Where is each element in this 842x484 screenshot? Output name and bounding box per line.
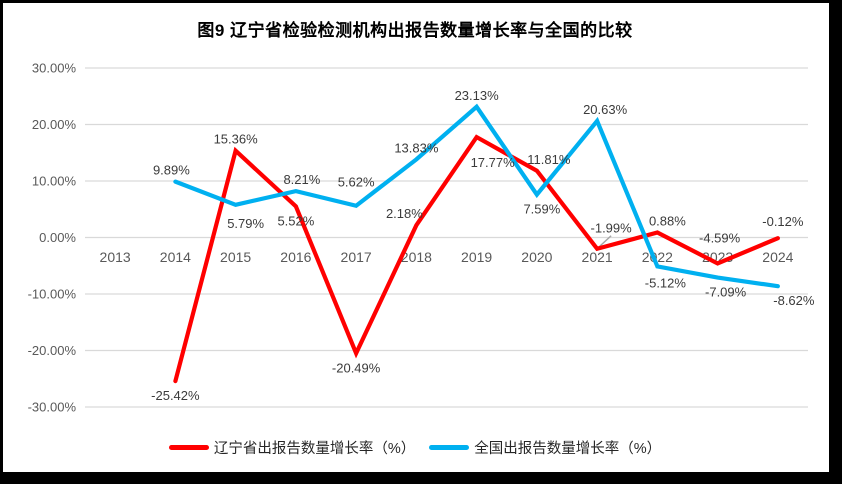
series-line-0 bbox=[173, 134, 780, 384]
legend-item-0: 辽宁省出报告数量增长率（%） bbox=[168, 437, 416, 458]
data-label: 8.21% bbox=[283, 172, 320, 187]
x-axis-year-label: 2019 bbox=[461, 249, 492, 265]
data-label: -0.12% bbox=[762, 214, 804, 229]
legend-item-1: 全国出报告数量增长率（%） bbox=[429, 437, 661, 458]
data-label: 15.36% bbox=[214, 132, 259, 147]
data-label: 9.89% bbox=[153, 163, 190, 178]
legend-label: 全国出报告数量增长率（%） bbox=[474, 441, 662, 457]
data-label: -25.42% bbox=[151, 388, 200, 403]
x-axis-year-label: 2021 bbox=[582, 249, 613, 265]
data-label: -7.09% bbox=[705, 285, 747, 300]
x-axis-year-label: 2016 bbox=[280, 249, 311, 265]
data-label: 5.52% bbox=[277, 213, 314, 228]
x-axis-year-label: 2015 bbox=[220, 249, 251, 265]
x-axis-year-label: 2020 bbox=[521, 249, 552, 265]
data-label: 23.13% bbox=[455, 88, 500, 103]
y-axis-tick-label: -20.00% bbox=[28, 343, 77, 358]
data-label: -8.62% bbox=[773, 293, 815, 308]
data-label: 17.77% bbox=[471, 155, 516, 170]
y-axis-tick-label: 30.00% bbox=[32, 61, 77, 76]
x-axis-year-label: 2013 bbox=[100, 249, 131, 265]
y-axis-tick-label: -30.00% bbox=[28, 400, 77, 415]
data-label: -5.12% bbox=[645, 275, 687, 290]
legend-line-swatch-icon bbox=[429, 445, 470, 450]
data-label: -1.99% bbox=[591, 221, 633, 236]
data-label: 20.63% bbox=[583, 102, 628, 117]
legend-label: 辽宁省出报告数量增长率（%） bbox=[213, 441, 416, 457]
x-axis-year-label: 2018 bbox=[401, 249, 432, 265]
data-label: 2.18% bbox=[386, 206, 423, 221]
data-label: 5.79% bbox=[227, 216, 264, 231]
series-line-1 bbox=[173, 103, 780, 289]
data-label: 11.81% bbox=[527, 152, 571, 167]
x-axis-year-label: 2024 bbox=[762, 249, 793, 265]
chart-title: 图9 辽宁省检验检测机构出报告数量增长率与全国的比较 bbox=[197, 21, 633, 40]
y-axis-tick-label: 20.00% bbox=[32, 117, 77, 132]
y-axis-tick-label: -10.00% bbox=[28, 287, 77, 302]
x-axis-year-label: 2014 bbox=[160, 249, 191, 265]
y-axis-tick-label: 0.00% bbox=[39, 230, 76, 245]
data-label: -4.59% bbox=[699, 230, 741, 245]
data-label: 0.88% bbox=[649, 214, 686, 229]
data-label: -20.49% bbox=[332, 360, 381, 375]
x-axis-year-label: 2017 bbox=[341, 249, 372, 265]
y-axis-tick-label: 10.00% bbox=[32, 174, 77, 189]
chart-legend: 辽宁省出报告数量增长率（%） 全国出报告数量增长率（%） bbox=[0, 437, 830, 458]
data-label: 7.59% bbox=[523, 202, 560, 217]
legend-line-swatch-icon bbox=[168, 445, 209, 450]
data-label: 13.83% bbox=[394, 140, 439, 155]
data-label: 5.62% bbox=[338, 175, 375, 190]
